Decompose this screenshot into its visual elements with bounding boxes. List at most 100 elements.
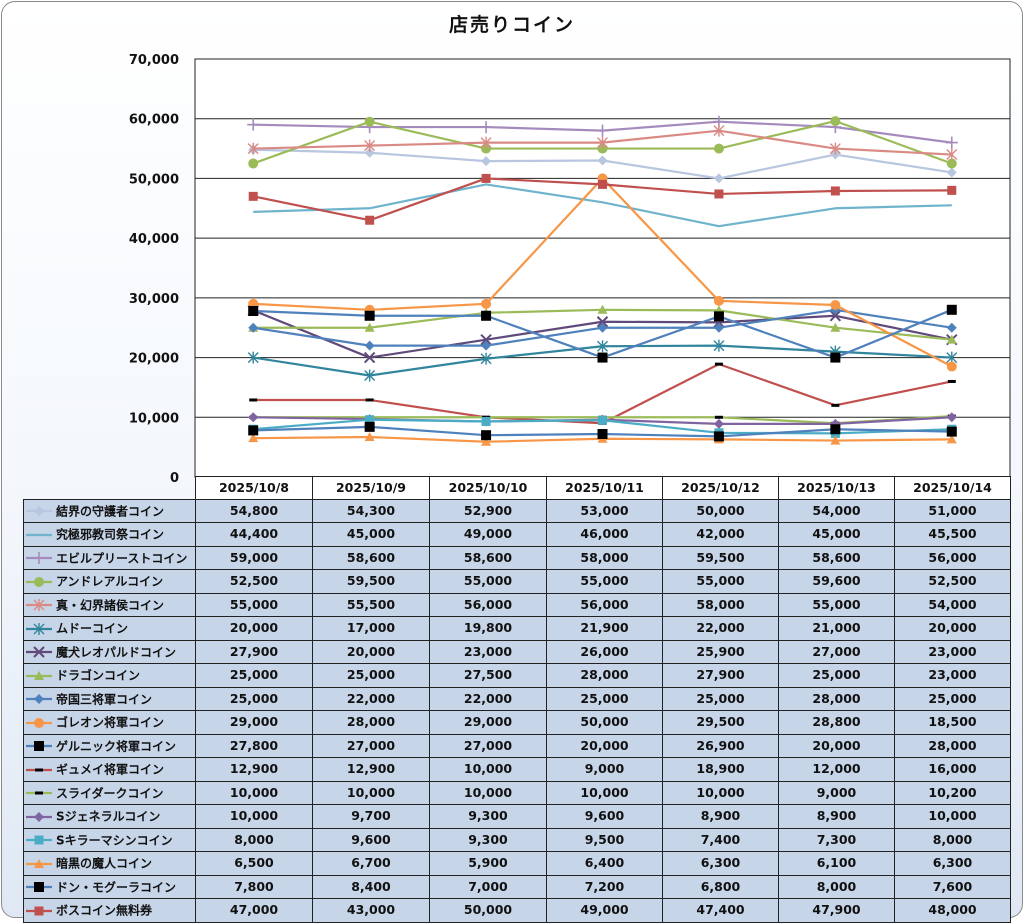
data-point-marker	[829, 142, 841, 155]
data-point-marker	[946, 334, 957, 344]
data-label: 47,900	[778, 898, 895, 923]
data-label: 58,600	[778, 545, 895, 570]
legend-key-icon	[26, 646, 52, 658]
data-label: 7,400	[662, 827, 779, 852]
data-point-marker	[34, 906, 44, 915]
data-point-marker	[33, 599, 45, 611]
data-point-marker	[596, 124, 609, 137]
y-tick-label: 70,000	[129, 53, 179, 68]
data-point-marker	[364, 147, 375, 158]
data-point-marker	[248, 191, 258, 201]
data-label: 58,000	[546, 545, 663, 570]
data-point-marker	[946, 412, 957, 423]
data-label: 20,000	[312, 639, 430, 664]
data-label: 10,000	[195, 804, 313, 829]
data-point-marker	[364, 421, 375, 432]
series-lines	[247, 115, 958, 446]
data-point-marker	[596, 316, 609, 328]
data-label: 20,000	[778, 733, 895, 758]
data-point-marker	[714, 362, 723, 366]
data-label: 8,900	[662, 804, 779, 829]
data-point-marker	[598, 179, 607, 189]
y-axis-ticks: 010,00020,00030,00040,00050,00060,00070,…	[129, 53, 179, 486]
legend-entry: ギュメイ将軍コイン	[23, 757, 196, 782]
legend-label: 真・幻界諸侯コイン	[56, 598, 165, 612]
table-row: ギュメイ将軍コイン 12,900 12,900 10,000 9,000 18,900 12…	[23, 757, 1011, 782]
y-tick-label: 50,000	[129, 172, 179, 187]
data-point-marker	[364, 340, 375, 351]
data-label: 28,000	[546, 663, 663, 688]
table-row: ゲルニック将軍コイン 27,800 27,000 27,000 20,000 26,900…	[23, 733, 1011, 758]
y-tick-label: 40,000	[129, 232, 179, 247]
data-label: 56,000	[894, 545, 1011, 570]
x-tick-label: 2025/10/8	[195, 476, 313, 500]
data-label: 8,400	[312, 874, 430, 899]
data-point-marker	[481, 310, 492, 321]
data-point-marker	[830, 300, 841, 311]
legend-label: 究極邪教司祭コイン	[56, 527, 165, 542]
data-point-marker	[35, 768, 43, 771]
data-label: 27,500	[429, 663, 547, 688]
legend-key-icon	[26, 882, 52, 892]
series-17	[248, 421, 957, 442]
table-row: エビルプリーストコイン 59,000 58,600 58,600 58,000 59,50…	[23, 545, 1011, 570]
data-point-marker	[248, 425, 259, 436]
data-point-marker	[946, 426, 957, 437]
legend-label: アンドレアルコイン	[56, 574, 164, 589]
data-label: 9,600	[546, 804, 663, 829]
data-label: 50,000	[662, 498, 779, 523]
data-point-marker	[946, 322, 957, 333]
table-row: Sキラーマシンコイン 8,000 9,600 9,300 9,500 7,400 7,300…	[23, 827, 1011, 852]
table-row: ドラゴンコイン 25,000 25,000 27,500 28,000 27,900 25,…	[23, 663, 1011, 688]
data-point-marker	[480, 121, 493, 134]
data-label: 27,800	[195, 733, 313, 758]
data-point-marker	[946, 434, 957, 444]
plot-area	[194, 58, 1011, 478]
data-point-marker	[597, 352, 608, 363]
legend-entry: ドン・モグーラコイン	[23, 874, 196, 899]
data-label: 7,000	[429, 874, 547, 899]
data-label: 7,300	[778, 827, 895, 852]
legend-entry: スライダークコイン	[23, 780, 196, 805]
legend-entry: ボスコイン無料券	[23, 898, 196, 923]
data-label: 28,000	[778, 686, 895, 711]
data-point-marker	[946, 304, 957, 315]
data-label: 29,000	[429, 710, 547, 735]
data-label: 45,000	[778, 522, 895, 547]
legend-label: Sジェネラルコイン	[56, 809, 161, 824]
data-point-marker	[830, 352, 841, 363]
data-label: 10,200	[894, 780, 1011, 805]
data-point-marker	[481, 430, 492, 441]
series-6	[247, 339, 958, 382]
data-label: 8,000	[778, 874, 895, 899]
data-label: 53,000	[546, 498, 663, 523]
data-point-marker	[247, 351, 259, 364]
chart-title: 店売りコイン	[448, 14, 575, 36]
data-label: 9,700	[312, 804, 430, 829]
legend-entry: 結界の守護者コイン	[23, 498, 196, 523]
legend-entry: 究極邪教司祭コイン	[23, 522, 196, 547]
data-point-marker	[365, 398, 374, 402]
table-row: アンドレアルコイン 52,500 59,500 55,000 55,000 55,000 5…	[23, 569, 1011, 594]
data-point-marker	[945, 136, 958, 149]
data-label: 26,900	[662, 733, 779, 758]
legend-entry: 真・幻界諸侯コイン	[23, 592, 196, 617]
data-label: 45,000	[312, 522, 430, 547]
data-point-marker	[35, 791, 43, 795]
data-point-marker	[830, 116, 841, 127]
x-tick-label: 2025/10/10	[429, 476, 547, 500]
data-label: 55,000	[778, 592, 895, 617]
y-tick-label: 60,000	[129, 113, 179, 128]
data-table: 2025/10/8 2025/10/9 2025/10/10 2025/10/11 20…	[23, 476, 1011, 923]
data-point-marker	[34, 858, 44, 868]
data-label: 47,400	[662, 898, 779, 923]
data-label: 6,300	[894, 851, 1011, 876]
data-point-marker	[249, 398, 258, 402]
legend-label: ゲルニック将軍コイン	[56, 739, 177, 753]
series-18	[248, 173, 957, 225]
data-label: 20,000	[894, 616, 1011, 641]
data-point-marker	[829, 310, 842, 322]
data-point-marker	[830, 186, 840, 196]
data-label: 10,000	[429, 780, 547, 805]
